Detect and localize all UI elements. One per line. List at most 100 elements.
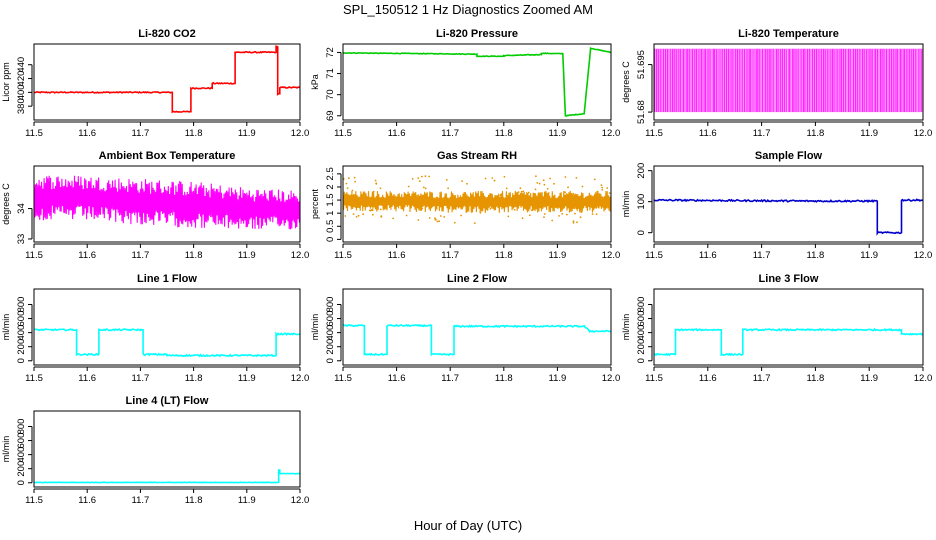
scatter-point — [365, 196, 368, 198]
scatter-point — [454, 205, 457, 207]
scatter-point — [581, 185, 584, 188]
scatter-point — [348, 177, 350, 180]
x-tick-label: 11.8 — [495, 250, 513, 261]
scatter-point — [357, 214, 360, 217]
y-tick-label: 600 — [636, 311, 647, 327]
subplot-title: Line 1 Flow — [137, 273, 197, 285]
data-layer — [34, 328, 300, 358]
scatter-point — [424, 175, 427, 178]
figure-xlabel: Hour of Day (UTC) — [413, 518, 523, 533]
y-axis-label: ml/min — [621, 191, 631, 218]
subplot-9: Line 3 Flow ml/min 11.5 11.6 11.7 11.8 11.9 12.… — [621, 273, 932, 384]
x-tick-label: 11.6 — [699, 373, 717, 384]
scatter-point — [567, 186, 569, 189]
x-tick-label: 11.7 — [132, 250, 150, 261]
scatter-point — [422, 186, 425, 189]
y-axis-label: degrees C — [621, 61, 631, 103]
scatter-point — [353, 200, 355, 203]
scatter-point — [392, 217, 394, 220]
y-tick-label: 2.5 — [325, 167, 336, 180]
y-tick-label: 800 — [325, 297, 336, 313]
subplot-title: Li-820 Temperature — [738, 28, 839, 40]
scatter-point — [379, 208, 382, 211]
scatter-point — [377, 203, 379, 205]
scatter-point — [447, 187, 449, 190]
scatter-point — [522, 190, 525, 193]
x-tick-label: 11.8 — [807, 373, 825, 384]
scatter-point — [460, 214, 462, 217]
y-tick-label: 800 — [636, 297, 647, 313]
data-layer — [654, 327, 923, 357]
scatter-point — [591, 213, 594, 216]
scatter-point — [523, 196, 526, 198]
x-axis: 11.5 11.6 11.7 11.8 11.9 12.0 — [334, 121, 620, 139]
scatter-point — [538, 182, 541, 185]
x-tick-label: 11.5 — [334, 250, 352, 261]
y-tick-label: 51.695 — [636, 50, 647, 79]
scatter-point — [434, 217, 436, 220]
y-tick-label: 100 — [636, 194, 647, 210]
y-axis: 0 0.5 1 1.5 2 2.5 — [325, 167, 342, 242]
plot-frame — [33, 410, 301, 488]
x-axis: 11.5 11.6 11.7 11.8 11.9 12.0 — [645, 366, 932, 384]
scatter-point — [507, 215, 510, 218]
x-tick-label: 11.9 — [860, 373, 878, 384]
x-tick-label: 11.8 — [185, 373, 203, 384]
y-axis-label: ml/min — [621, 314, 631, 341]
x-tick-label: 11.6 — [78, 495, 96, 506]
subplot-title: Line 2 Flow — [447, 273, 507, 285]
series-trace — [343, 190, 611, 214]
x-tick-label: 11.5 — [645, 128, 663, 139]
scatter-point — [372, 190, 375, 193]
y-tick-label: 51.68 — [636, 100, 647, 124]
scatter-point — [371, 209, 374, 212]
y-axis-label: Licor ppm — [1, 62, 11, 102]
scatter-point — [416, 194, 419, 197]
x-tick-label: 11.5 — [334, 373, 352, 384]
x-axis: 11.5 11.6 11.7 11.8 11.9 12.0 — [25, 121, 309, 139]
x-tick-label: 11.8 — [185, 495, 203, 506]
x-axis: 11.5 11.6 11.7 11.8 11.9 12.0 — [645, 243, 932, 261]
data-layer — [343, 47, 611, 117]
y-tick-label: 0 — [636, 230, 647, 235]
scatter-point — [443, 216, 446, 218]
y-axis-label: percent — [310, 188, 320, 219]
subplot-6: Sample Flow ml/min 11.5 11.6 11.7 11.8 11.9 12.… — [621, 150, 932, 261]
x-tick-label: 11.6 — [388, 250, 406, 261]
scatter-point — [374, 207, 377, 210]
data-layer — [34, 469, 300, 484]
scatter-point — [576, 221, 578, 224]
x-tick-label: 11.9 — [860, 128, 878, 139]
x-tick-label: 11.9 — [238, 128, 256, 139]
y-tick-label: 34 — [16, 203, 27, 214]
x-tick-label: 11.5 — [645, 373, 663, 384]
scatter-point — [476, 203, 478, 206]
y-tick-label: 1 — [325, 211, 336, 216]
subplot-title: Gas Stream RH — [437, 150, 517, 162]
y-axis-label: ml/min — [1, 314, 11, 341]
y-tick-label: 72 — [325, 47, 336, 58]
scatter-point — [593, 178, 596, 181]
scatter-point — [467, 197, 470, 200]
subplot-title: Line 4 (LT) Flow — [126, 395, 209, 407]
subplot-2: Li-820 Pressure kPa 11.5 11.6 11.7 11.8 11.9 12… — [310, 28, 620, 139]
series-line — [34, 45, 300, 114]
x-tick-label: 11.9 — [549, 373, 567, 384]
scatter-point — [517, 191, 520, 194]
scatter-point — [595, 213, 598, 216]
y-tick-label: 0 — [325, 237, 336, 242]
x-tick-label: 12.0 — [602, 373, 621, 384]
scatter-point — [345, 182, 348, 185]
scatter-point — [539, 201, 542, 204]
scatter-point — [601, 189, 604, 191]
scatter-point — [441, 207, 444, 210]
scatter-point — [570, 194, 573, 197]
x-tick-label: 11.6 — [78, 128, 96, 139]
scatter-point — [571, 209, 573, 212]
scatter-point — [590, 199, 592, 202]
scatter-point — [499, 194, 502, 197]
x-tick-label: 11.9 — [238, 250, 256, 261]
